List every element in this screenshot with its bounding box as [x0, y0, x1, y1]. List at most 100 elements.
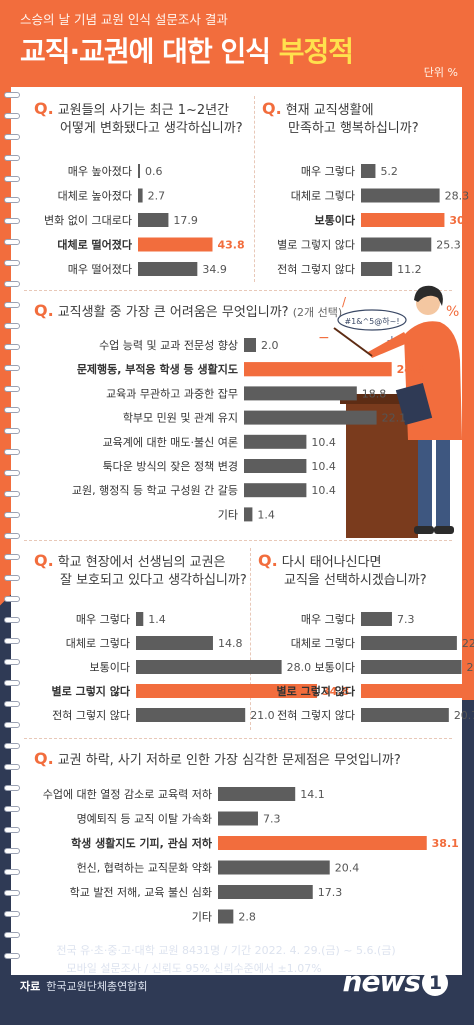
bar: [361, 612, 392, 626]
spiral-ring: [4, 491, 20, 497]
footer-respondents: 응답자 전국 유·초·중·고·대학 교원 8431명 / 기간 2022. 4. …: [20, 942, 460, 960]
bar: [138, 164, 140, 178]
spiral-ring: [4, 890, 20, 896]
bar: [244, 434, 307, 449]
footer-label-method: 조사방법: [20, 962, 61, 975]
bar: [218, 811, 258, 826]
highlight-bar: [218, 836, 427, 850]
bar: [361, 660, 462, 674]
q5-line-1: 다시 태어나신다면: [281, 555, 382, 570]
bar: [136, 636, 213, 650]
category-label: 전혀 그렇지 않다: [52, 709, 130, 722]
value-label: 30.0: [449, 214, 474, 227]
spiral-ring: [4, 827, 20, 833]
separator-v-2: [250, 548, 251, 730]
footer-text-source: 한국교원단체총연합회: [46, 980, 148, 993]
q2-line-1: 현재 교직생활에: [285, 103, 374, 118]
bar: [138, 188, 143, 203]
spiral-ring: [4, 680, 20, 686]
value-label: 43.8: [217, 239, 244, 252]
q6-line-1: 교권 하락, 사기 저하로 인한 가장 심각한 문제점은 무엇입니까?: [57, 753, 401, 768]
q4-question: Q. 학교 현장에서 선생님의 교권은 잘 보호되고 있다고 생각하십니까?: [34, 552, 247, 590]
category-label: 헌신, 협력하는 교직문화 약화: [77, 861, 212, 875]
category-label: 보통이다: [315, 661, 355, 674]
chart-q2: 매우 그렇다 5.2 대체로 그렇다 28.3 보통이다 30.0 별로 그렇지 않다 25.…: [277, 164, 474, 276]
spiral-ring: [4, 701, 20, 707]
q3-note: (2개 선택): [292, 306, 343, 319]
chart-q3: 수업 능력 및 교과 전문성 향상 2.0 문제행동, 부적응 학생 등 생활지도 2…: [72, 338, 424, 522]
q4-line-2: 잘 보호되고 있다고 생각하십니까?: [60, 573, 247, 588]
category-label: 툭다운 방식의 잦은 정책 변경: [103, 460, 238, 473]
bar: [361, 262, 393, 276]
teacher-leg-right: [436, 430, 450, 530]
value-label: 17.9: [173, 214, 198, 227]
q4-line-1: 학교 현장에서 선생님의 교권은: [57, 555, 226, 570]
value-label: 2.8: [238, 911, 256, 924]
spiral-ring: [4, 260, 20, 266]
bar: [136, 708, 246, 722]
highlight-bar: [244, 362, 392, 377]
bar: [218, 860, 330, 875]
board-text: #1&^5@하~!: [344, 316, 399, 326]
category-label: 매우 그렇다: [301, 613, 355, 626]
value-label: 20.4: [335, 862, 360, 875]
spiral-ring: [4, 428, 20, 434]
spiral-ring: [4, 932, 20, 938]
percent-sign: %: [446, 304, 459, 320]
value-label: 7.3: [263, 813, 281, 826]
category-label: 학생 생활지도 기피, 관심 저하: [71, 836, 213, 850]
category-label: 수업 능력 및 교과 전문성 향상: [99, 339, 238, 352]
value-label: 34.9: [202, 263, 227, 276]
bar: [138, 262, 198, 276]
spiral-ring: [4, 155, 20, 161]
category-label: 별로 그렇지 않다: [277, 684, 356, 698]
value-label: 22.6: [462, 637, 474, 650]
bar: [361, 188, 440, 203]
q1-marker: Q.: [34, 99, 54, 118]
podium-top: [340, 394, 424, 404]
highlight-bar: [361, 684, 471, 698]
spiral-ring: [4, 848, 20, 854]
highlight-bar: [138, 237, 213, 252]
spiral-ring: [4, 197, 20, 203]
footer-method: 조사방법 모바일 설문조사 / 신뢰도 95% 신뢰수준에서 ±1.07%: [20, 960, 460, 978]
spiral-ring: [4, 596, 20, 602]
spiral-ring: [4, 554, 20, 560]
category-label: 별로 그렇지 않다: [277, 239, 355, 252]
q4-marker: Q.: [34, 551, 54, 570]
spiral-ring: [4, 176, 20, 182]
bar: [361, 636, 457, 650]
q5-line-2: 교직을 선택하시겠습니까?: [284, 573, 427, 588]
footer-label-respondents: 응답자: [20, 944, 51, 957]
category-label: 문제행동, 부적응 학생 등 생활지도: [77, 362, 238, 376]
q6-question: Q. 교권 하락, 사기 저하로 인한 가장 심각한 문제점은 무엇입니까?: [34, 750, 401, 770]
value-label: 23.7: [467, 661, 474, 674]
spiral-ring: [4, 533, 20, 539]
category-label: 명예퇴직 등 교직 이탈 가속화: [77, 813, 212, 826]
value-label: 18.8: [362, 387, 387, 400]
page-title: 교직·교권에 대한 인식 부정적: [20, 30, 354, 70]
chart-q4: 매우 그렇다 1.4 대체로 그렇다 14.8 보통이다 28.0 별로 그렇지 않다 34.…: [52, 612, 349, 722]
spiral-ring: [4, 512, 20, 518]
bar: [361, 237, 432, 252]
q2-question: Q. 현재 교직생활에 만족하고 행복하십니까?: [262, 100, 419, 138]
separator-3: [24, 738, 452, 739]
category-label: 보통이다: [90, 661, 130, 674]
spiral-ring: [4, 302, 20, 308]
value-label: 22.1: [382, 412, 407, 425]
q6-marker: Q.: [34, 749, 54, 768]
category-label: 교육계에 대한 매도·불신 여론: [103, 436, 238, 449]
logo-word: news: [342, 965, 421, 998]
category-label: 매우 떨어졌다: [68, 263, 132, 276]
category-label: 학부모 민원 및 관계 유지: [123, 412, 238, 425]
category-label: 교육과 무관하고 과중한 잡무: [106, 386, 238, 400]
q1-line-1: 교원들의 사기는 최근 1~2년간: [57, 103, 230, 118]
spiral-ring: [4, 449, 20, 455]
spiral-ring: [4, 806, 20, 812]
pointer-stick: [333, 327, 373, 357]
category-label: 매우 그렇다: [76, 613, 130, 626]
header: 스승의 날 기념 교원 인식 설문조사 결과 교직·교권에 대한 인식 부정적 …: [0, 0, 474, 84]
spiral-ring: [4, 869, 20, 875]
